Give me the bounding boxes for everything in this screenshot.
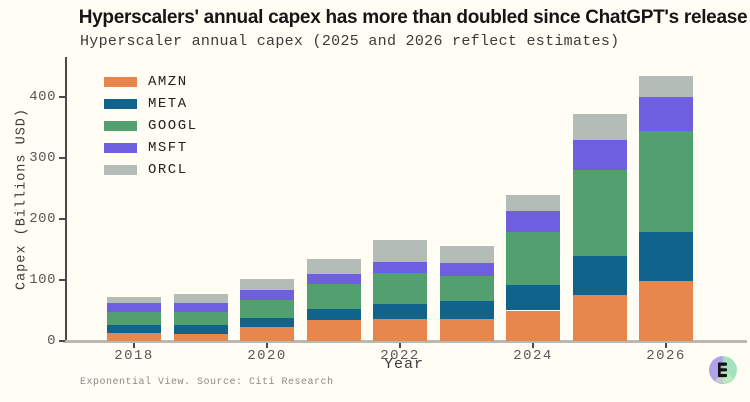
bar-segment-orcl-2023 — [439, 246, 494, 263]
legend-label-amzn: AMZN — [148, 74, 188, 90]
legend-item-orcl: ORCL — [104, 159, 198, 181]
chart-headline: Hyperscalers' annual capex has more than… — [78, 7, 748, 28]
bar-segment-orcl-2018 — [107, 297, 161, 304]
chart-subtitle: Hyperscaler annual capex (2025 and 2026 … — [80, 33, 620, 50]
bar-segment-amzn-2019 — [173, 333, 228, 341]
legend-swatch-orcl — [104, 165, 137, 175]
bar-segment-googl-2018 — [107, 311, 161, 325]
bar-segment-googl-2025 — [572, 170, 627, 256]
legend: AMZN META GOOGL MSFT ORCL — [104, 71, 198, 181]
y-tick-label-0: 0 — [47, 333, 56, 349]
legend-swatch-amzn — [104, 77, 137, 87]
bar-segment-amzn-2018 — [107, 333, 161, 341]
bar-segment-meta-2019 — [173, 325, 228, 334]
bar-segment-orcl-2024 — [506, 195, 560, 212]
bar-segment-amzn-2024 — [506, 310, 560, 341]
exponential-view-logo-icon — [709, 356, 737, 384]
x-tick-mark-2022 — [399, 343, 401, 348]
bar-segment-meta-2021 — [306, 309, 361, 321]
bar-segment-meta-2026 — [639, 232, 693, 282]
y-tick-mark-200 — [59, 218, 65, 220]
bar-segment-msft-2026 — [639, 97, 693, 132]
source-credit: Exponential View. Source: Citi Research — [80, 377, 334, 388]
bar-segment-amzn-2023 — [439, 319, 494, 341]
x-axis-line — [63, 340, 747, 343]
bar-segment-googl-2021 — [306, 284, 361, 310]
bar-segment-orcl-2022 — [373, 240, 427, 263]
y-axis-label: Capex (Billions USD) — [14, 107, 30, 291]
y-tick-label-100: 100 — [29, 272, 56, 288]
bar-segment-orcl-2020 — [240, 279, 294, 291]
bar-segment-amzn-2022 — [373, 319, 427, 341]
x-tick-label-2020: 2020 — [247, 348, 287, 364]
bar-segment-googl-2022 — [373, 272, 427, 304]
bar-segment-amzn-2020 — [240, 326, 294, 341]
x-tick-label-2022: 2022 — [380, 348, 420, 364]
x-tick-mark-2020 — [266, 343, 268, 348]
bar-segment-amzn-2021 — [306, 320, 361, 341]
y-tick-mark-100 — [59, 279, 65, 281]
bar-segment-orcl-2021 — [306, 258, 361, 274]
y-tick-label-200: 200 — [29, 211, 56, 227]
bar-segment-meta-2022 — [373, 303, 427, 320]
bar-segment-googl-2024 — [506, 232, 560, 286]
x-tick-mark-2026 — [665, 343, 667, 348]
bar-segment-orcl-2026 — [639, 75, 693, 97]
bar-segment-msft-2020 — [240, 290, 294, 300]
legend-item-msft: MSFT — [104, 137, 198, 159]
bar-segment-googl-2023 — [439, 275, 494, 301]
y-tick-mark-400 — [59, 96, 65, 98]
bar-segment-orcl-2019 — [173, 294, 228, 303]
bar-segment-meta-2023 — [439, 300, 494, 320]
x-tick-mark-2024 — [532, 343, 534, 348]
legend-label-orcl: ORCL — [148, 162, 188, 178]
bar-segment-meta-2024 — [506, 285, 560, 311]
y-tick-label-300: 300 — [29, 150, 56, 166]
bar-segment-msft-2018 — [107, 303, 161, 312]
bar-segment-msft-2019 — [173, 302, 228, 312]
bar-segment-googl-2020 — [240, 299, 294, 318]
bar-segment-meta-2018 — [107, 324, 161, 334]
x-tick-label-2026: 2026 — [646, 348, 686, 364]
bar-segment-msft-2022 — [373, 262, 427, 273]
legend-item-amzn: AMZN — [104, 71, 198, 93]
legend-label-googl: GOOGL — [148, 118, 198, 134]
bar-segment-msft-2025 — [572, 139, 627, 171]
bar-segment-amzn-2025 — [572, 295, 627, 341]
x-tick-mark-2018 — [133, 343, 135, 348]
legend-swatch-meta — [104, 99, 137, 109]
x-tick-label-2018: 2018 — [114, 348, 154, 364]
legend-item-meta: META — [104, 93, 198, 115]
bar-segment-msft-2024 — [506, 211, 560, 233]
y-tick-mark-0 — [59, 340, 65, 342]
bar-segment-meta-2025 — [572, 255, 627, 296]
y-axis-spine — [65, 57, 67, 341]
y-tick-mark-300 — [59, 157, 65, 159]
legend-swatch-googl — [104, 121, 137, 131]
bar-segment-googl-2019 — [173, 311, 228, 326]
bar-segment-meta-2020 — [240, 317, 294, 327]
legend-swatch-msft — [104, 143, 137, 153]
legend-label-msft: MSFT — [148, 140, 188, 156]
x-tick-label-2024: 2024 — [513, 348, 553, 364]
bar-segment-googl-2026 — [639, 131, 693, 233]
y-tick-label-400: 400 — [29, 89, 56, 105]
bar-segment-orcl-2025 — [572, 114, 627, 140]
x-axis-label: Year — [383, 356, 424, 373]
bar-segment-amzn-2026 — [639, 281, 693, 341]
bar-segment-msft-2023 — [439, 262, 494, 276]
legend-label-meta: META — [148, 96, 188, 112]
bar-segment-msft-2021 — [306, 273, 361, 285]
legend-item-googl: GOOGL — [104, 115, 198, 137]
